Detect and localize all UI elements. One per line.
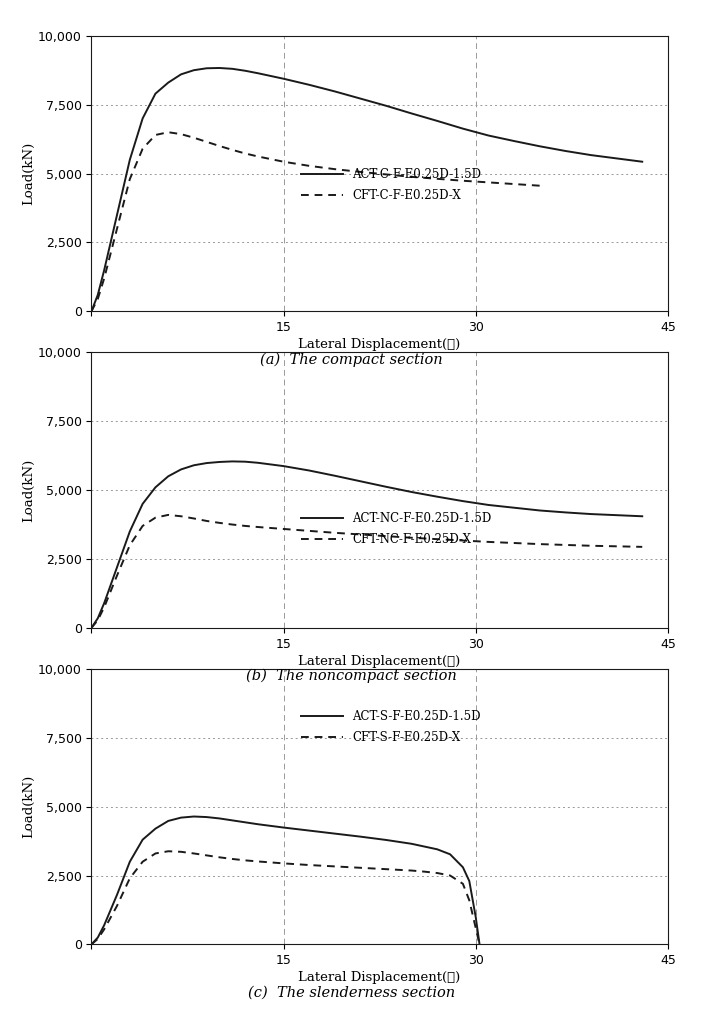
X-axis label: Lateral Displacement(㎜): Lateral Displacement(㎜): [299, 971, 460, 984]
X-axis label: Lateral Displacement(㎜): Lateral Displacement(㎜): [299, 338, 460, 351]
Legend: ACT-NC-F-E0.25D-1.5D, CFT-NC-F-E0.25D-X: ACT-NC-F-E0.25D-1.5D, CFT-NC-F-E0.25D-X: [299, 509, 494, 548]
Y-axis label: Load(kN): Load(kN): [22, 458, 35, 522]
Y-axis label: Load(kN): Load(kN): [22, 142, 35, 205]
Text: (c)  The slenderness section: (c) The slenderness section: [248, 985, 455, 1000]
Legend: ACT-C-F-E0.25D-1.5D, CFT-C-F-E0.25D-X: ACT-C-F-E0.25D-1.5D, CFT-C-F-E0.25D-X: [299, 165, 484, 204]
Text: (b)  The noncompact section: (b) The noncompact section: [246, 669, 457, 683]
Y-axis label: Load(kN): Load(kN): [22, 775, 35, 838]
X-axis label: Lateral Displacement(㎜): Lateral Displacement(㎜): [299, 654, 460, 668]
Legend: ACT-S-F-E0.25D-1.5D, CFT-S-F-E0.25D-X: ACT-S-F-E0.25D-1.5D, CFT-S-F-E0.25D-X: [299, 708, 483, 746]
Text: (a)  The compact section: (a) The compact section: [260, 352, 443, 367]
